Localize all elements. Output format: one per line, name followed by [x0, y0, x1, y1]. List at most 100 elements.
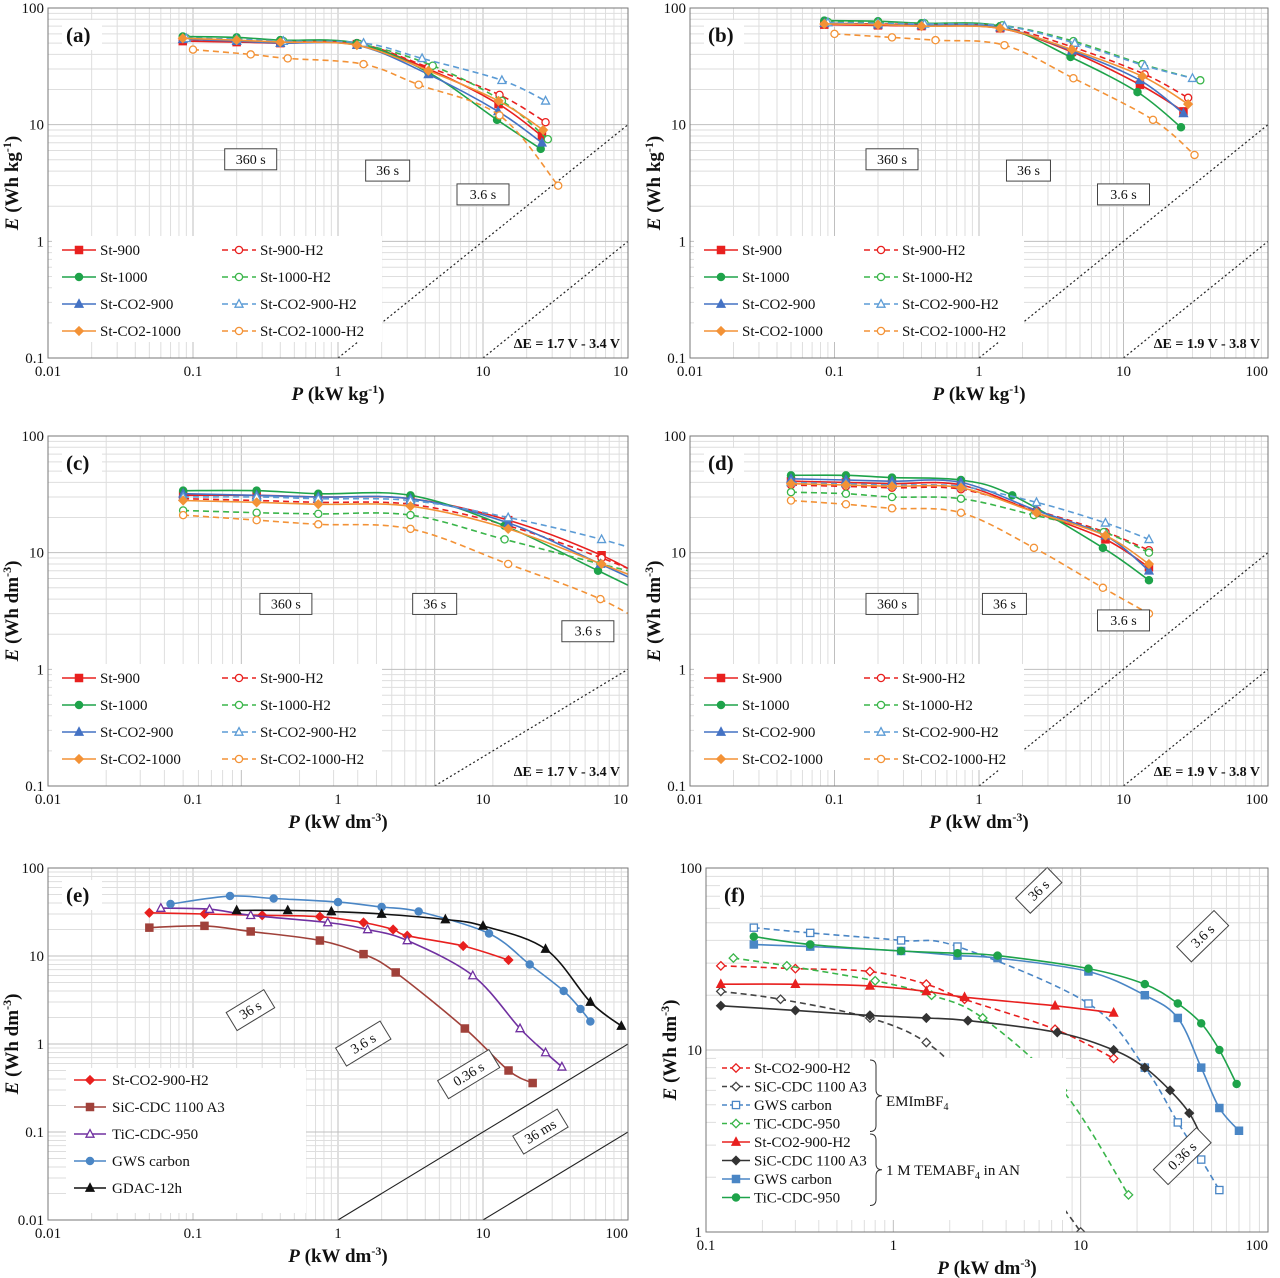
legend-label-7: TiC-CDC-950	[754, 1191, 840, 1207]
legend-background	[716, 1058, 1066, 1220]
legend-label-1: St-900-H2	[260, 243, 323, 259]
data-point-1-1	[200, 921, 209, 931]
data-point-5-1	[790, 1005, 801, 1016]
y-axis-exp: -3	[0, 1000, 14, 1010]
legend-marker-3	[85, 1156, 95, 1166]
data-point-6-5	[1100, 530, 1111, 541]
x-tick-label-2: 1	[975, 364, 983, 380]
data-point-6-6	[538, 124, 549, 136]
data-point-7-3	[359, 59, 368, 69]
time-label-0: 360 s	[865, 148, 919, 171]
legend-label-0: St-900	[100, 671, 140, 687]
data-point-4-6	[536, 136, 548, 147]
data-point-7-8	[1196, 1019, 1206, 1028]
legend-marker-4	[73, 726, 85, 736]
data-point-3-3	[406, 510, 415, 520]
x-axis-label: P (kW dm-3)	[936, 1256, 1036, 1278]
x-tick-label-3: 10	[476, 1226, 491, 1242]
data-point-4-6	[540, 943, 551, 953]
data-point-3-7	[525, 960, 534, 969]
data-point-5-6	[540, 95, 551, 105]
data-point-1-5	[391, 968, 400, 977]
legend-marker-0	[716, 245, 726, 255]
data-point-2-7	[1196, 1155, 1206, 1164]
y-axis-unit: (Wh kg	[644, 152, 665, 218]
time-line-0	[978, 123, 1268, 358]
data-point-3-2	[887, 492, 897, 502]
legend-label-0: St-CO2-900-H2	[112, 1073, 209, 1089]
data-point-6-6	[1143, 558, 1155, 570]
legend-marker-0	[716, 673, 726, 683]
x-axis-var: P	[928, 812, 941, 833]
y-tick-label-0: 0.01	[18, 1213, 44, 1229]
legend: St-900 St-900-H2 St-1000 St-1000-H2 St-CO2-9…	[52, 236, 382, 342]
y-axis-tail: )	[2, 136, 23, 142]
legend-label-4: St-CO2-900	[100, 725, 173, 741]
plot-frame	[689, 7, 1269, 359]
data-point-2-5	[1098, 543, 1108, 553]
data-point-2-6	[1176, 123, 1186, 132]
legend-marker-5	[730, 1155, 742, 1166]
data-point-7-6	[1190, 150, 1199, 160]
y-axis-label: E (Wh dm-3)	[0, 561, 23, 663]
tema-brace	[869, 1133, 883, 1206]
legend-label-1: SiC-CDC 1100 A3	[112, 1100, 225, 1116]
data-point-5-6	[1187, 72, 1198, 83]
data-point-6-1	[840, 479, 852, 491]
x-axis-label: P (kW dm-3)	[287, 810, 387, 833]
y-axis-unit: (Wh kg	[2, 152, 23, 218]
data-point-2-1	[805, 928, 815, 938]
time-label-1: 36 s	[412, 592, 458, 615]
time-label-box	[456, 183, 510, 206]
data-point-3-2	[314, 509, 323, 519]
data-point-7-0	[786, 496, 796, 505]
legend-background	[694, 664, 1024, 770]
data-point-5-5	[596, 533, 607, 544]
legend-label-2: GWS carbon	[754, 1098, 832, 1114]
legend-label-7: St-CO2-1000-H2	[902, 752, 1006, 768]
time-label-box	[259, 592, 313, 615]
data-point-6-4	[1031, 507, 1042, 518]
time-label-box	[224, 148, 278, 171]
data-point-4-0	[231, 904, 242, 915]
time-line-1	[482, 1131, 628, 1220]
data-point-7-3	[406, 524, 415, 534]
y-tick-label-0: 0.1	[25, 351, 44, 367]
data-point-7-4	[1069, 73, 1078, 83]
data-point-4-4	[959, 991, 970, 1002]
x-tick-label-3: 10	[1116, 792, 1131, 808]
x-axis-label: P (kW kg-1)	[931, 382, 1025, 405]
legend-marker-2	[84, 1128, 96, 1138]
time-label-box	[512, 1108, 569, 1155]
series-group	[178, 486, 628, 615]
y-tick-label-2: 10	[671, 546, 686, 562]
y-tick-label-3: 100	[664, 429, 687, 445]
y-axis-unit: (Wh dm	[2, 1010, 23, 1082]
legend-label-3: GWS carbon	[112, 1154, 190, 1170]
x-tick-label-2: 1	[975, 792, 983, 808]
time-labels: 360 s 36 s 3.6 s	[865, 592, 1150, 632]
legend-marker-2	[716, 700, 726, 710]
time-label-text: 3.6 s	[575, 625, 601, 640]
x-axis-unit: (kW kg	[944, 384, 1010, 405]
data-point-3-0	[166, 899, 175, 909]
y-axis-var: E	[644, 218, 665, 232]
emim-brace	[869, 1059, 883, 1132]
data-point-7-3	[953, 949, 962, 958]
data-point-1-6	[541, 117, 550, 127]
legend: St-CO2-900-H2 SiC-CDC 1100 A3 TiC-CDC-950 G…	[66, 1068, 306, 1213]
series-line-2	[160, 907, 563, 1068]
time-line-2	[1267, 785, 1268, 786]
x-axis-unit: (kW kg	[303, 384, 369, 405]
data-point-6-0	[178, 495, 189, 506]
legend-marker-0	[74, 245, 84, 255]
time-label-1: 36 s	[1005, 159, 1051, 182]
panel-label: (f)	[724, 883, 745, 907]
data-point-2-6	[1144, 576, 1154, 585]
y-tick-label-2: 1	[37, 1037, 45, 1053]
data-point-3-10	[586, 1017, 595, 1026]
legend-marker-5	[875, 726, 887, 736]
data-point-3-0	[786, 487, 796, 497]
time-label-box	[865, 148, 919, 171]
legend-label-6: St-CO2-1000	[100, 752, 181, 768]
